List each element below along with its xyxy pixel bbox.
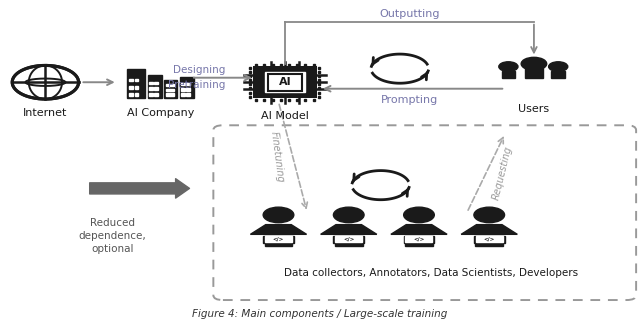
Text: AI Company: AI Company: [127, 108, 194, 118]
Bar: [186, 93, 189, 96]
Bar: [129, 93, 133, 96]
Bar: [502, 71, 515, 78]
Bar: [335, 242, 362, 246]
Circle shape: [548, 62, 568, 72]
Bar: [154, 93, 157, 96]
Bar: [265, 72, 305, 92]
Text: </>: </>: [343, 236, 355, 241]
Circle shape: [404, 207, 435, 223]
Bar: [186, 83, 189, 85]
Text: Internet: Internet: [23, 108, 68, 118]
Text: Outputting: Outputting: [379, 9, 440, 19]
Bar: [148, 75, 162, 98]
Bar: [134, 79, 138, 81]
Bar: [150, 87, 154, 90]
Bar: [404, 236, 435, 243]
Text: </>: </>: [413, 236, 424, 241]
Bar: [181, 93, 185, 96]
Bar: [405, 242, 433, 246]
Bar: [476, 242, 503, 246]
Text: AI Model: AI Model: [261, 111, 309, 121]
Text: Data collectors, Annotators, Data Scientists, Developers: Data collectors, Annotators, Data Scient…: [284, 268, 578, 278]
Text: Figure 4: Main components / Large-scale training: Figure 4: Main components / Large-scale …: [192, 309, 448, 319]
Circle shape: [263, 207, 294, 223]
Circle shape: [474, 207, 504, 223]
Bar: [170, 88, 174, 91]
Bar: [333, 236, 364, 243]
Bar: [474, 236, 504, 243]
Bar: [170, 93, 174, 96]
Bar: [476, 236, 502, 242]
Bar: [166, 93, 170, 96]
Bar: [164, 80, 177, 98]
Bar: [265, 236, 292, 242]
Text: Users: Users: [518, 104, 550, 114]
Polygon shape: [250, 225, 307, 234]
Text: Prompting: Prompting: [381, 95, 438, 105]
Bar: [179, 77, 193, 98]
Bar: [129, 86, 133, 88]
Bar: [154, 82, 157, 84]
Bar: [134, 93, 138, 96]
Circle shape: [333, 207, 364, 223]
Text: Requesting: Requesting: [491, 145, 513, 201]
Bar: [129, 79, 133, 81]
Polygon shape: [391, 225, 447, 234]
Text: Reduced
dependence,
optional: Reduced dependence, optional: [79, 217, 147, 254]
Text: </>: </>: [273, 236, 284, 241]
Bar: [525, 68, 543, 78]
Text: AI: AI: [278, 77, 291, 87]
Bar: [552, 71, 565, 78]
Bar: [265, 242, 292, 246]
Bar: [154, 87, 157, 90]
Bar: [150, 82, 154, 84]
Bar: [181, 83, 185, 85]
Bar: [150, 93, 154, 96]
Bar: [406, 236, 433, 242]
Circle shape: [499, 62, 518, 72]
Bar: [181, 88, 185, 91]
Bar: [186, 88, 189, 91]
Bar: [166, 84, 170, 86]
Polygon shape: [461, 225, 517, 234]
Text: Finetuning: Finetuning: [269, 131, 285, 184]
Polygon shape: [321, 225, 377, 234]
Bar: [268, 74, 301, 91]
Circle shape: [521, 57, 547, 70]
Bar: [127, 69, 145, 98]
Bar: [263, 236, 294, 243]
Bar: [170, 84, 174, 86]
Bar: [134, 86, 138, 88]
Bar: [166, 88, 170, 91]
Bar: [253, 66, 317, 98]
FancyArrowPatch shape: [90, 179, 189, 198]
Polygon shape: [12, 65, 79, 99]
Text: </>: </>: [484, 236, 495, 241]
Text: Pretraining: Pretraining: [168, 80, 225, 90]
Bar: [335, 236, 362, 242]
Text: Designing: Designing: [173, 65, 225, 75]
